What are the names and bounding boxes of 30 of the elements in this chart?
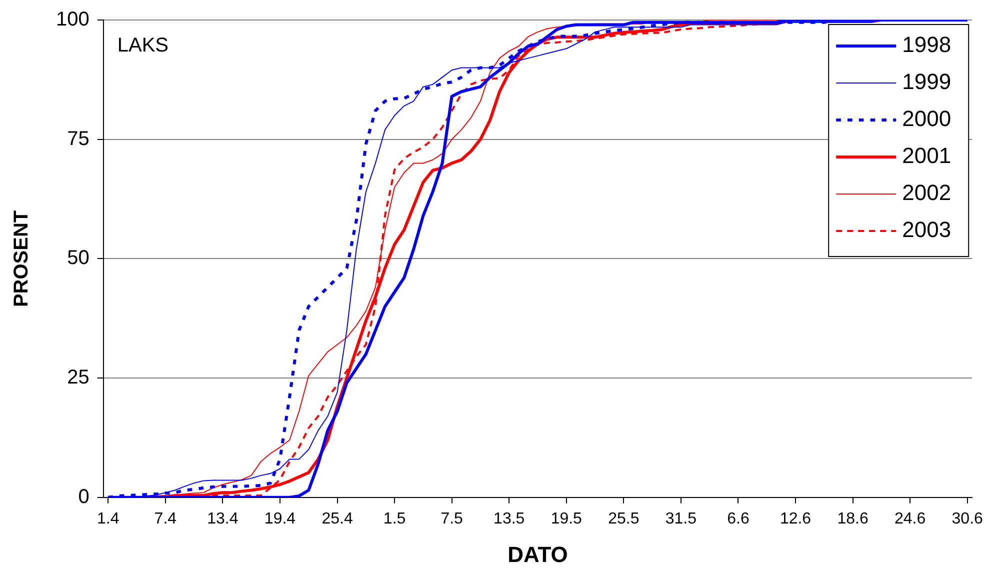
x-tick-label: 7.4	[154, 510, 177, 528]
x-tick-label: 25.4	[322, 510, 353, 528]
x-tick-label: 19.5	[550, 510, 582, 528]
x-tick-label: 13.4	[207, 510, 238, 528]
legend-label: 1999	[902, 69, 952, 94]
x-tick-label: 24.6	[894, 510, 926, 528]
x-tick-label: 19.4	[264, 510, 296, 528]
y-tick-label: 100	[56, 8, 90, 31]
x-tick-label: 1.4	[97, 510, 120, 528]
y-tick-label: 0	[78, 486, 90, 508]
x-axis-title: DATO	[508, 542, 568, 567]
x-tick-label: 30.6	[952, 510, 984, 528]
legend-label: 2000	[902, 106, 952, 132]
y-axis-title: PROSENT	[10, 210, 33, 308]
x-tick-label: 31.5	[665, 510, 697, 528]
x-tick-label: 7.5	[440, 510, 464, 528]
y-tick-label: 25	[67, 366, 90, 389]
legend-label: 2002	[902, 180, 952, 206]
x-tick-label: 13.5	[494, 510, 525, 528]
annotation: LAKS	[117, 34, 169, 57]
legend-label: 1998	[902, 32, 952, 58]
y-tick-label: 75	[67, 128, 90, 150]
x-tick-label: 6.6	[727, 510, 750, 528]
x-tick-label: 25.5	[608, 510, 640, 528]
legend-label: 2001	[902, 143, 952, 168]
x-tick-label: 12.6	[780, 510, 812, 528]
legend-label: 2003	[902, 217, 952, 242]
y-tick-label: 50	[67, 247, 90, 270]
x-tick-label: 1.5	[383, 510, 406, 528]
x-tick-label: 18.6	[837, 510, 868, 528]
